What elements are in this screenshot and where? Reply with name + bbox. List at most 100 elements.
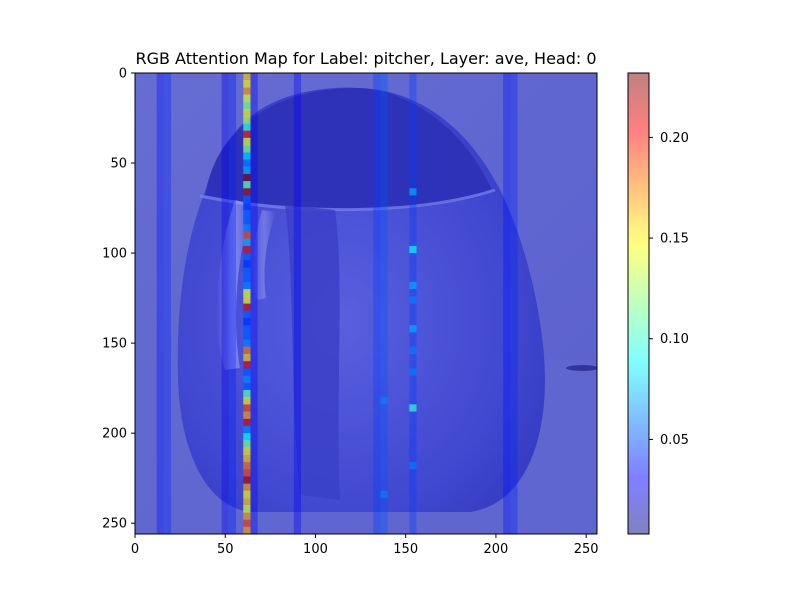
plot-frame [134, 72, 598, 535]
attention-cell [243, 397, 251, 405]
colorbar-ticks: 0.05 0.10 0.15 0.20 [649, 131, 689, 448]
attention-cell [243, 425, 251, 434]
attention-column [380, 73, 388, 534]
y-tick-label: 50 [110, 157, 127, 172]
y-tick-label: 150 [102, 337, 127, 352]
y-tick-label: 0 [119, 67, 127, 82]
attention-cell [409, 368, 417, 376]
pitcher-inner-wall [285, 205, 340, 500]
attention-cell [243, 483, 251, 492]
attention-cell [243, 440, 251, 448]
attention-cell [243, 152, 251, 160]
colorbar-tick-label: 0.20 [660, 131, 689, 146]
x-tick-label: 150 [393, 542, 418, 557]
table-object [566, 365, 597, 371]
attention-column [228, 73, 237, 534]
attention-cell [243, 202, 251, 211]
attention-cell [243, 361, 251, 369]
colorbar: 0.05 0.10 0.15 0.20 [627, 72, 689, 535]
attention-cell [243, 368, 251, 376]
attention-cell [243, 469, 251, 477]
x-tick-label: 50 [217, 542, 234, 557]
attention-cell [243, 454, 251, 463]
colorbar-tick-label: 0.15 [660, 232, 689, 247]
attention-column [503, 73, 511, 534]
attention-cell [243, 274, 251, 283]
attention-cell [409, 245, 417, 254]
attention-cell [243, 296, 251, 304]
attention-cell [243, 346, 251, 355]
attention-cell [243, 317, 251, 326]
attention-cell [243, 505, 251, 513]
attention-cell [243, 339, 251, 348]
y-tick-label: 200 [102, 427, 127, 442]
chart-title: RGB Attention Map for Label: pitcher, La… [135, 49, 596, 68]
attention-cell [243, 245, 251, 254]
attention-cell [409, 325, 417, 333]
attention-cell [243, 166, 251, 175]
colorbar-tick-label: 0.10 [660, 332, 689, 347]
x-tick-label: 200 [484, 542, 509, 557]
attention-cell [243, 267, 251, 275]
attention-cell [243, 94, 251, 103]
colorbar-tick-label: 0.05 [660, 433, 689, 448]
y-axis-ticks: 0 50 100 150 200 250 [102, 67, 135, 532]
attention-cell [243, 303, 251, 312]
attention-cell [243, 109, 251, 117]
attention-cell [243, 332, 251, 340]
attention-cell [243, 325, 251, 333]
attention-cell [243, 130, 251, 139]
attention-cell [243, 224, 251, 232]
attention-cell [243, 512, 251, 520]
attention-cell [243, 159, 251, 167]
y-tick-label: 100 [102, 247, 127, 262]
attention-cell [243, 217, 251, 225]
x-tick-label: 250 [574, 542, 599, 557]
attention-cell [243, 353, 251, 362]
attention-cell [243, 310, 251, 319]
attention-cell [243, 101, 251, 110]
attention-cell [243, 490, 251, 499]
attention-cell [243, 145, 251, 153]
attention-cell [243, 418, 251, 427]
attention-column [510, 73, 518, 534]
attention-cell [243, 389, 251, 398]
attention-cell [243, 137, 251, 146]
attention-cell [243, 231, 251, 239]
x-axis-ticks: 0 50 100 150 200 250 [131, 534, 599, 557]
attention-cell [243, 253, 251, 261]
colorbar-gradient [628, 73, 649, 534]
attention-cell [243, 476, 251, 484]
attention-cell [243, 281, 251, 290]
attention-cell [243, 526, 251, 534]
attention-column [156, 73, 164, 534]
colorbar-frame [627, 72, 650, 535]
attention-cell [243, 382, 251, 391]
attention-column [221, 73, 229, 534]
attention-cell [243, 461, 251, 470]
attention-cell [243, 73, 251, 81]
pitcher-opening [205, 88, 492, 210]
attention-cell [243, 195, 251, 203]
attention-cell [243, 404, 251, 412]
attention-cell [243, 238, 251, 247]
attention-cell [243, 188, 251, 196]
attention-column [293, 73, 302, 534]
attention-cell [243, 173, 251, 182]
attention-cell [243, 87, 251, 95]
attention-cell [380, 397, 388, 405]
attention-cell [409, 296, 417, 304]
attention-cell [243, 375, 251, 384]
x-tick-label: 100 [303, 542, 328, 557]
attention-cell [243, 411, 251, 420]
attention-overlay [156, 73, 518, 534]
attention-cell [243, 181, 251, 189]
attention-cell [243, 209, 251, 218]
attention-cell [243, 497, 251, 506]
attention-cell [409, 346, 417, 354]
colormap-tint [135, 73, 597, 534]
attention-cell [380, 490, 388, 498]
attention-cell [243, 447, 251, 456]
